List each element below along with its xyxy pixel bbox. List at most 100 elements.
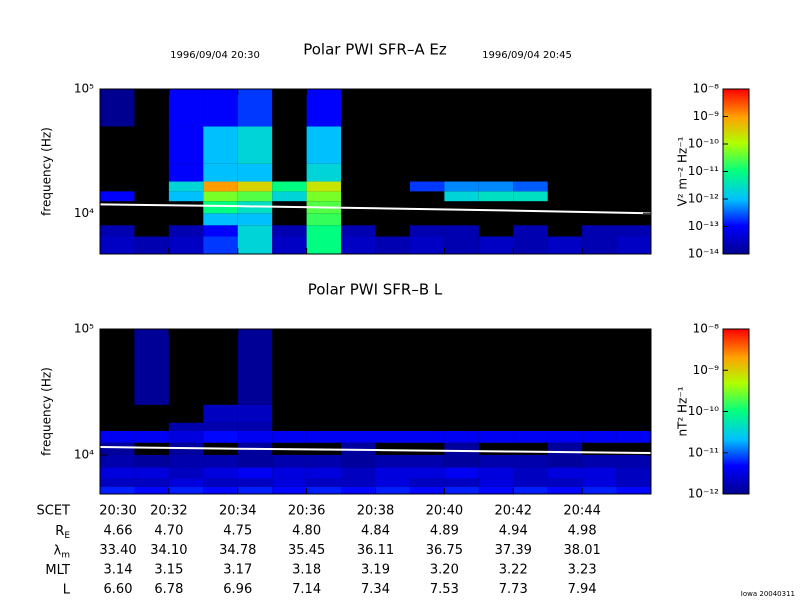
heatmap-cell xyxy=(272,225,307,237)
scet-value: 20:34 xyxy=(219,504,256,519)
heatmap-cell xyxy=(168,467,204,479)
heatmap-cell xyxy=(409,236,445,254)
heatmap-cell xyxy=(478,478,514,487)
heatmap-cell xyxy=(100,430,135,443)
heatmap-cell xyxy=(616,478,651,487)
heatmap-cell xyxy=(203,225,238,237)
scet-value: 20:42 xyxy=(495,504,532,519)
heatmap-cell xyxy=(409,225,445,237)
heatmap-cell xyxy=(513,430,548,443)
row-label-main: R xyxy=(55,524,64,539)
y-tick-label: 10⁵ xyxy=(74,82,94,96)
heatmap-cell xyxy=(375,478,410,487)
heatmap-cell xyxy=(409,467,445,479)
ephemeris-value: 36.75 xyxy=(426,543,463,558)
heatmap-cell xyxy=(237,404,273,423)
heatmap-cell xyxy=(513,478,548,487)
heatmap-cell xyxy=(272,181,307,192)
ephemeris-value: 4.98 xyxy=(568,524,597,539)
ephemeris-value: 4.70 xyxy=(154,524,183,539)
ephemeris-value: 38.01 xyxy=(564,543,601,558)
heatmap-cell xyxy=(203,181,238,192)
ephemeris-value: 4.75 xyxy=(223,524,252,539)
heatmap-cell xyxy=(513,225,548,237)
heatmap-cell xyxy=(272,236,307,254)
start-time: 1996/09/04 20:30 xyxy=(170,50,260,61)
heatmap-cell xyxy=(375,467,410,479)
heatmap-cell xyxy=(341,467,376,479)
heatmap-cell xyxy=(409,181,445,192)
ephemeris-value: 7.14 xyxy=(292,582,321,597)
heatmap-cell xyxy=(272,467,307,479)
heatmap-cell xyxy=(306,430,342,443)
heatmap-cell xyxy=(306,213,342,226)
ephemeris-value: 4.89 xyxy=(430,524,459,539)
heatmap-cell xyxy=(478,430,514,443)
scet-value: 20:40 xyxy=(426,504,463,519)
heatmap-cell xyxy=(582,225,617,237)
heatmap-cell xyxy=(134,486,169,494)
heatmap-cell xyxy=(444,454,479,468)
heatmap-cell xyxy=(375,486,410,494)
heatmap-cell xyxy=(547,454,583,468)
heatmap-cell xyxy=(237,422,273,431)
heatmap-cell xyxy=(513,191,548,202)
heatmap-cell xyxy=(547,430,583,443)
overlay-line xyxy=(99,203,652,215)
heatmap-cell xyxy=(444,191,479,202)
heatmap-cell xyxy=(513,181,548,192)
ephemeris-value: 6.96 xyxy=(223,582,252,597)
heatmap-cell xyxy=(478,191,514,202)
heatmap-cell xyxy=(341,225,376,237)
ephemeris-value: 36.11 xyxy=(357,543,394,558)
heatmap-cell xyxy=(513,486,548,494)
row-label: MLT xyxy=(45,563,70,578)
heatmap-cell xyxy=(375,236,410,254)
heatmap-cell xyxy=(582,236,617,254)
heatmap-cell xyxy=(306,236,342,254)
heatmap-cell xyxy=(237,486,273,494)
heatmap-cell xyxy=(203,430,238,443)
heatmap-cell xyxy=(237,236,273,254)
chart-title: Polar PWI SFR–A Ez xyxy=(303,41,447,59)
ephemeris-value: 33.40 xyxy=(99,543,136,558)
colorbar-tick-label: 10⁻⁸ xyxy=(693,322,720,336)
heatmap-cell xyxy=(203,163,238,182)
ephemeris-value: 37.39 xyxy=(495,543,532,558)
colorbar-label: V² m⁻² Hz⁻¹ xyxy=(676,136,690,206)
heatmap-cell xyxy=(513,467,548,479)
heatmap-cell xyxy=(341,430,376,443)
heatmap-cell xyxy=(306,191,342,202)
ephemeris-value: 4.84 xyxy=(361,524,390,539)
heatmap-cell xyxy=(237,467,273,479)
heatmap-cell xyxy=(582,454,617,468)
heatmap-cell xyxy=(134,478,169,487)
footer: Iowa 20040311 xyxy=(741,590,795,598)
heatmap-cell xyxy=(100,191,135,202)
colorbar-tick-label: 10⁻¹² xyxy=(688,192,719,206)
heatmap-cell xyxy=(237,478,273,487)
heatmap-cell xyxy=(100,89,135,127)
heatmap-cell xyxy=(203,89,238,127)
heatmap-cell xyxy=(203,467,238,479)
ephemeris-value: 7.34 xyxy=(361,582,390,597)
heatmap-cell xyxy=(237,181,273,192)
heatmap-cell xyxy=(444,478,479,487)
heatmap-cell xyxy=(444,236,479,254)
heatmap-cell xyxy=(478,454,514,468)
heatmap-cell xyxy=(409,486,445,494)
heatmap-cell xyxy=(100,486,135,494)
colorbar-tick-label: 10⁻¹² xyxy=(688,487,719,501)
heatmap-cell xyxy=(272,486,307,494)
heatmap-cell xyxy=(409,478,445,487)
row-label-main: L xyxy=(63,582,71,597)
colorbar-label: nT² Hz⁻¹ xyxy=(676,386,690,436)
ephemeris-value: 6.60 xyxy=(104,582,133,597)
row-label-sub: E xyxy=(64,531,70,541)
ephemeris-value: 34.10 xyxy=(150,543,187,558)
heatmap-cell xyxy=(616,236,651,254)
heatmap-cell xyxy=(134,236,169,254)
y-axis-label: frequency (Hz) xyxy=(40,367,54,456)
row-label: RE xyxy=(55,524,70,541)
heatmap-cell xyxy=(203,404,238,423)
